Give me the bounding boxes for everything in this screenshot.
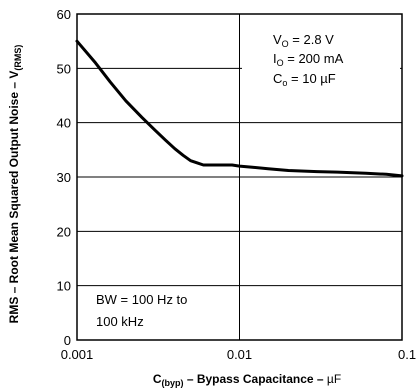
- x-tick-label-0.01: 0.01: [227, 347, 252, 362]
- x-tick-label-0.001: 0.001: [61, 347, 94, 362]
- x-axis-label: C(byp) – Bypass Capacitance – µF: [153, 372, 341, 388]
- grid-lines: [77, 14, 402, 340]
- y-tick-label-10: 10: [57, 279, 71, 294]
- annotation-bandwidth-line1: BW = 100 Hz to: [96, 292, 187, 307]
- y-tick-label-50: 50: [57, 61, 71, 76]
- annotation-co: Co = 10 µF: [273, 71, 336, 88]
- annotation-vo: VO = 2.8 V: [273, 32, 334, 49]
- annotation-bandwidth-line2: 100 kHz: [96, 314, 144, 329]
- noise-curve: [75, 39, 404, 178]
- conditions-box-background: [242, 16, 400, 92]
- y-axis-label: RMS – Root Mean Squared Output Noise – V…: [7, 45, 23, 324]
- y-tick-label-20: 20: [57, 224, 71, 239]
- bandwidth-box-background: [80, 289, 230, 338]
- y-tick-label-40: 40: [57, 116, 71, 131]
- x-tick-label-0.1: 0.1: [398, 347, 416, 362]
- annotation-io: IO = 200 mA: [273, 51, 344, 68]
- y-tick-label-30: 30: [57, 170, 71, 185]
- x-tick-labels: 0.001 0.01 0.1: [61, 347, 416, 362]
- y-tick-labels: 0 10 20 30 40 50 60: [57, 7, 71, 348]
- y-tick-label-0: 0: [64, 333, 71, 348]
- y-tick-label-60: 60: [57, 7, 71, 22]
